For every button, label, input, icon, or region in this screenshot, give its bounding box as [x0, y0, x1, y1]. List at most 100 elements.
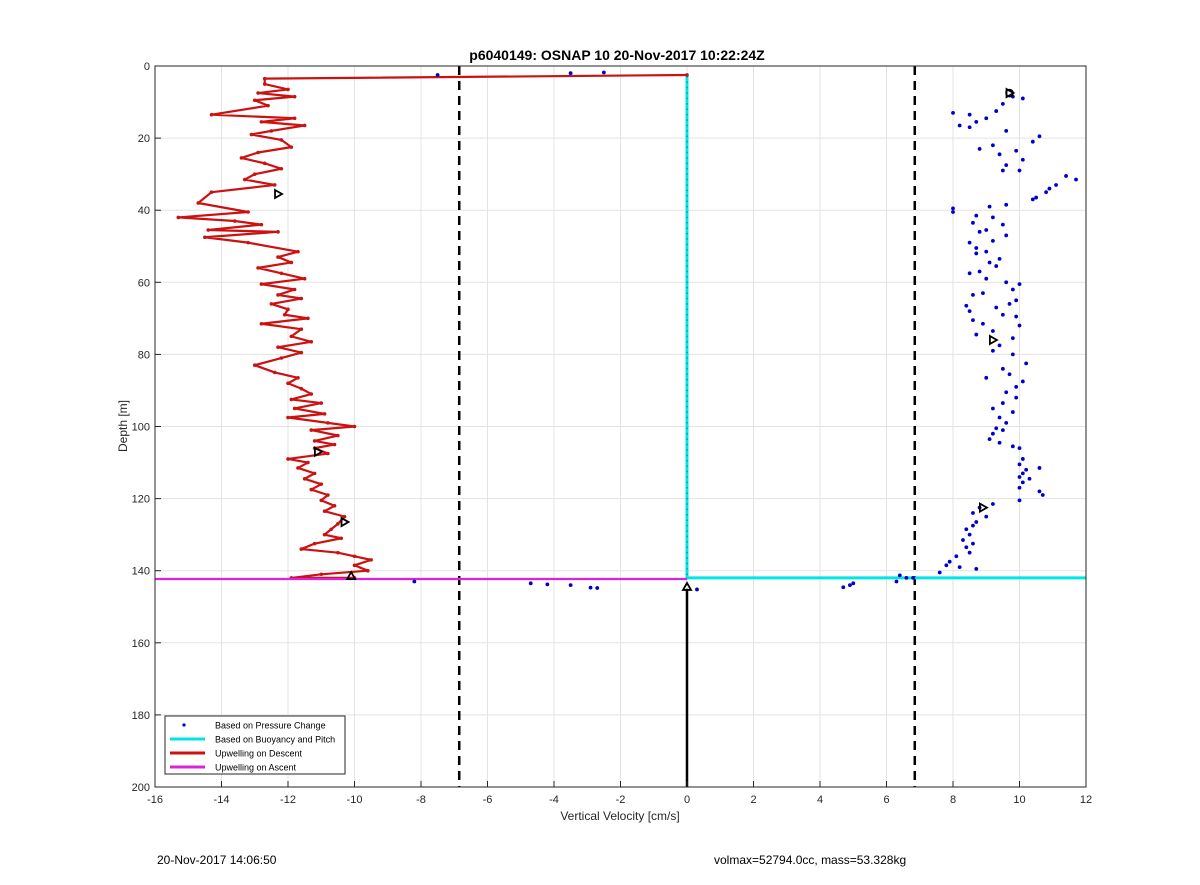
series-vertex: [292, 406, 297, 411]
buoyancy-dot: [686, 432, 688, 435]
series-vertex: [336, 522, 340, 526]
buoyancy-dot: [686, 481, 688, 484]
pressure-point: [1017, 462, 1022, 467]
pressure-point: [848, 583, 852, 588]
buoyancy-dot: [686, 454, 688, 457]
legend-label: Based on Buoyancy and Pitch: [215, 735, 335, 745]
y-tick-label: 0: [144, 61, 150, 73]
buoyancy-dot: [686, 335, 688, 338]
buoyancy-dot: [686, 367, 688, 370]
pressure-point: [1040, 493, 1045, 497]
y-tick-label: 120: [132, 494, 150, 506]
legend-label: Upwelling on Descent: [215, 749, 303, 759]
pressure-point: [1004, 390, 1009, 395]
buoyancy-dot: [686, 562, 688, 565]
buoyancy-dot: [686, 470, 688, 473]
buoyancy-dot: [686, 205, 688, 208]
series-vertex: [299, 547, 304, 551]
series-vertex: [326, 451, 330, 456]
buoyancy-dot: [686, 102, 688, 105]
pressure-point: [984, 375, 989, 380]
pressure-point: [954, 554, 959, 559]
buoyancy-dot: [686, 524, 688, 527]
buoyancy-dot: [686, 486, 688, 489]
pressure-point: [1014, 384, 1019, 389]
series-vertex: [206, 228, 210, 232]
series-vertex: [339, 536, 344, 541]
pressure-point: [987, 204, 992, 209]
series-vertex: [336, 550, 340, 555]
footer-info: volmax=52794.0cc, mass=53.328kg: [714, 853, 907, 867]
pressure-point: [974, 119, 979, 124]
buoyancy-dot: [686, 330, 688, 332]
buoyancy-dot: [686, 421, 688, 424]
pressure-point: [977, 229, 982, 234]
buoyancy-dot: [686, 530, 688, 532]
pressure-point: [937, 570, 942, 575]
series-vertex: [209, 190, 214, 194]
y-tick-label: 140: [132, 566, 150, 578]
pressure-point: [944, 563, 949, 568]
pressure-point: [1047, 186, 1052, 191]
reference-lines: [457, 66, 917, 787]
series-vertex: [259, 282, 264, 286]
series-vertex: [299, 350, 304, 355]
pressure-point: [911, 576, 915, 580]
series-vertex: [286, 457, 290, 461]
buoyancy-dot: [686, 216, 688, 219]
buoyancy-dot: [686, 151, 688, 154]
series-vertex: [319, 572, 324, 577]
pressure-point: [904, 576, 909, 580]
pressure-point: [1037, 466, 1042, 470]
pressure-point: [971, 511, 975, 515]
triangle-right-marker: [314, 446, 324, 458]
pressure-point: [1014, 298, 1019, 303]
series-vertex: [352, 424, 357, 429]
pressure-point: [1020, 96, 1025, 101]
pressure-point: [991, 329, 995, 333]
series-vertex: [369, 558, 373, 562]
pressure-point: [974, 566, 979, 571]
pressure-point: [1024, 361, 1029, 366]
series-vertex: [302, 123, 307, 128]
series-vertex: [203, 235, 207, 240]
pressure-point: [412, 579, 417, 584]
triangle-up-marker: [345, 570, 357, 581]
buoyancy-dot: [686, 211, 688, 213]
pressure-point: [984, 249, 989, 254]
x-tick-label: -8: [416, 794, 426, 806]
pressure-point: [1010, 287, 1015, 292]
pressure-point: [981, 321, 985, 326]
pressure-point: [971, 523, 975, 528]
pressure-point: [994, 109, 999, 113]
pressure-point: [1000, 168, 1005, 173]
buoyancy-dot: [686, 243, 688, 246]
series-vertex: [286, 415, 290, 420]
buoyancy-dot: [686, 438, 688, 441]
pressure-point: [977, 147, 982, 151]
buoyancy-dot: [686, 573, 688, 576]
buoyancy-dot: [686, 124, 688, 127]
pressure-point: [1017, 485, 1022, 490]
series-vertex: [276, 293, 280, 297]
series-vertex: [269, 129, 274, 133]
series-vertex: [252, 98, 257, 103]
pressure-point: [1010, 336, 1015, 341]
y-tick-label: 180: [132, 710, 150, 722]
pressure-point: [1007, 302, 1012, 306]
buoyancy-dot: [686, 135, 688, 138]
buoyancy-dot: [686, 286, 688, 289]
pressure-point: [1020, 157, 1025, 162]
series-vertex: [272, 370, 277, 375]
series-vertex: [326, 421, 330, 425]
pressure-point: [1027, 476, 1032, 481]
triangle-right-marker: [979, 502, 989, 514]
buoyancy-dot: [686, 270, 688, 273]
footer-timestamp: 20-Nov-2017 14:06:50: [157, 853, 277, 867]
buoyancy-dot: [686, 313, 688, 316]
y-tick-label: 40: [138, 205, 150, 217]
pressure-point: [961, 538, 965, 542]
buoyancy-dot: [686, 238, 688, 240]
circle-marker: [1005, 88, 1014, 98]
